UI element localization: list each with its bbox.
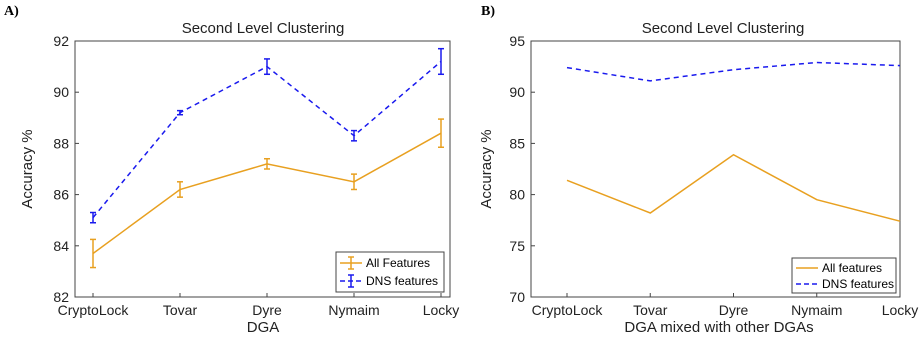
a-ytick-label: 88 bbox=[53, 135, 69, 151]
a-xtick-label: Tovar bbox=[163, 302, 198, 318]
b-ytick-label: 90 bbox=[509, 84, 525, 100]
chart-a: A) Second Level Clustering DGA Accuracy … bbox=[4, 4, 459, 336]
a-legend-label: All Features bbox=[366, 256, 430, 270]
b-ytick-label: 85 bbox=[509, 135, 525, 151]
chart-a-axes bbox=[74, 40, 451, 298]
b-xtick-label: Tovar bbox=[633, 302, 668, 318]
chart-a-legend-box bbox=[335, 251, 445, 293]
b-series-line-0 bbox=[566, 153, 901, 222]
chart-b-xlabel: DGA mixed with other DGAs bbox=[624, 319, 813, 336]
b-ytick-label: 80 bbox=[509, 187, 525, 203]
a-ytick-label: 86 bbox=[53, 187, 69, 203]
a-xtick-label: Dyre bbox=[252, 302, 282, 318]
chart-a-xlabel: DGA bbox=[247, 319, 280, 336]
b-ytick-label: 75 bbox=[509, 238, 525, 254]
chart-b-legend-box bbox=[791, 257, 897, 294]
b-legend-label: All features bbox=[822, 261, 882, 275]
a-ytick-label: 84 bbox=[53, 238, 69, 254]
a-ytick-label: 92 bbox=[53, 33, 69, 49]
panel-a-label: A) bbox=[4, 4, 19, 19]
b-ytick-label: 70 bbox=[509, 289, 525, 305]
b-xtick-label: Nymaim bbox=[791, 302, 842, 318]
chart-b: B) Second Level Clustering DGA mixed wit… bbox=[478, 4, 918, 336]
chart-a-ylabel: Accuracy % bbox=[19, 129, 36, 208]
b-series-line-1 bbox=[566, 61, 901, 82]
a-ytick-label: 82 bbox=[53, 289, 69, 305]
panel-b-label: B) bbox=[481, 4, 495, 19]
a-xtick-label: Nymaim bbox=[328, 302, 379, 318]
a-series-line-0 bbox=[92, 132, 442, 255]
chart-a-title: Second Level Clustering bbox=[182, 20, 345, 37]
chart-b-title: Second Level Clustering bbox=[642, 20, 805, 37]
a-ytick-label: 90 bbox=[53, 84, 69, 100]
chart-b-axes bbox=[530, 40, 901, 298]
a-xtick-label: CryptoLock bbox=[58, 302, 130, 318]
b-xtick-label: Locky bbox=[882, 302, 919, 318]
b-xtick-label: Dyre bbox=[719, 302, 749, 318]
chart-b-ylabel: Accuracy % bbox=[478, 129, 495, 208]
a-xtick-label: Locky bbox=[423, 302, 460, 318]
b-xtick-label: CryptoLock bbox=[532, 302, 604, 318]
b-ytick-label: 95 bbox=[509, 33, 525, 49]
b-legend-label: DNS features bbox=[822, 277, 894, 291]
chart-b-legend: All features DNS features bbox=[791, 257, 897, 294]
a-series-line-1 bbox=[92, 60, 442, 219]
chart-a-legend: All Features DNS features bbox=[335, 251, 445, 293]
a-legend-label: DNS features bbox=[366, 274, 438, 288]
